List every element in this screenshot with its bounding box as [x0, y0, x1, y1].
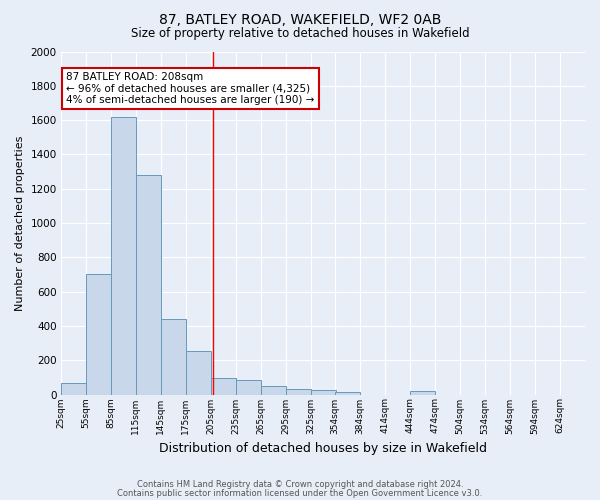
- Bar: [335, 392, 360, 394]
- Bar: [236, 380, 261, 394]
- Y-axis label: Number of detached properties: Number of detached properties: [15, 136, 25, 310]
- Bar: [161, 319, 186, 394]
- Bar: [311, 390, 336, 394]
- Bar: [86, 274, 111, 394]
- Bar: [410, 391, 435, 394]
- Text: Contains public sector information licensed under the Open Government Licence v3: Contains public sector information licen…: [118, 490, 482, 498]
- Bar: [286, 390, 311, 394]
- Bar: [111, 116, 136, 394]
- Text: Size of property relative to detached houses in Wakefield: Size of property relative to detached ho…: [131, 28, 469, 40]
- X-axis label: Distribution of detached houses by size in Wakefield: Distribution of detached houses by size …: [159, 442, 487, 455]
- Text: 87, BATLEY ROAD, WAKEFIELD, WF2 0AB: 87, BATLEY ROAD, WAKEFIELD, WF2 0AB: [159, 12, 441, 26]
- Text: Contains HM Land Registry data © Crown copyright and database right 2024.: Contains HM Land Registry data © Crown c…: [137, 480, 463, 489]
- Bar: [261, 386, 286, 394]
- Text: 87 BATLEY ROAD: 208sqm
← 96% of detached houses are smaller (4,325)
4% of semi-d: 87 BATLEY ROAD: 208sqm ← 96% of detached…: [66, 72, 314, 106]
- Bar: [61, 382, 86, 394]
- Bar: [186, 351, 211, 395]
- Bar: [211, 378, 236, 394]
- Bar: [136, 175, 161, 394]
